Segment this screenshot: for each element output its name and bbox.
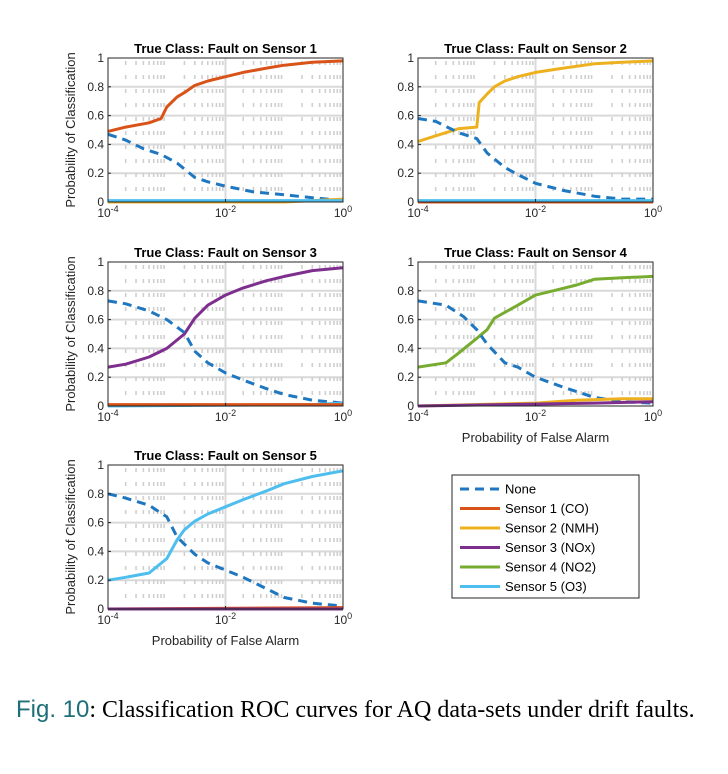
- legend-item: Sensor 4 (NO2): [460, 560, 596, 575]
- series-line: [107, 266, 344, 369]
- x-tick-label: 10-4: [407, 408, 428, 424]
- y-tick-label: 0.2: [87, 370, 104, 384]
- series-line: [417, 400, 654, 408]
- y-tick-label: 0.4: [397, 137, 414, 151]
- x-tick-label: 10-2: [525, 204, 546, 220]
- legend-item: Sensor 3 (NOx): [460, 540, 595, 555]
- y-tick-label: 1: [407, 255, 414, 269]
- panel-1: 0 0.2 0.4 0.6 0.8 1 10-4 10-2 100 True Class: Fau…: [63, 41, 352, 220]
- x-tick-label: 10-2: [215, 408, 236, 424]
- y-tick-label: 0.8: [87, 487, 104, 501]
- series-line: [417, 59, 654, 143]
- panel-title: True Class: Fault on Sensor 3: [134, 245, 317, 260]
- x-axis-label: Probability of False Alarm: [152, 633, 299, 648]
- series-line: [417, 117, 653, 201]
- figure-caption: Fig. 10: Classification ROC curves for A…: [16, 695, 716, 725]
- y-tick-label: 0.6: [87, 516, 104, 530]
- series-line: [107, 299, 344, 405]
- y-tick-label: 0.4: [397, 341, 414, 355]
- panel-title: True Class: Fault on Sensor 5: [134, 448, 317, 463]
- x-tick-label: 10-2: [215, 204, 236, 220]
- y-tick-label: 0.4: [87, 341, 104, 355]
- y-tick-label: 0: [97, 399, 104, 413]
- legend-label: Sensor 1 (CO): [505, 501, 589, 516]
- y-tick-label: 0.6: [397, 313, 414, 327]
- caption-label: Fig. 10: [16, 696, 90, 723]
- y-tick-label: 1: [407, 51, 414, 65]
- series-line: [107, 469, 344, 582]
- legend-box: [451, 474, 640, 599]
- y-axis-label: Probability of Classification: [63, 459, 78, 614]
- y-tick-label: 0.4: [87, 137, 104, 151]
- x-tick-label: 100: [644, 408, 662, 424]
- panel-3: 0 0.2 0.4 0.6 0.8 1 10-4 10-2 100 True Class: Fau…: [63, 245, 352, 424]
- legend-label: Sensor 5 (O3): [505, 579, 587, 594]
- legend-label: Sensor 2 (NMH): [505, 521, 599, 536]
- y-tick-label: 0.4: [87, 544, 104, 558]
- y-tick-label: 0.8: [397, 284, 414, 298]
- y-tick-label: 0.8: [87, 80, 104, 94]
- series-line: [417, 274, 654, 369]
- legend-item: None: [460, 482, 536, 497]
- y-tick-label: 0.6: [87, 109, 104, 123]
- x-tick-label: 10-4: [407, 204, 428, 220]
- y-tick-label: 0: [407, 399, 414, 413]
- y-axis-label: Probability of Classification: [63, 256, 78, 411]
- x-tick-label: 10-4: [97, 408, 118, 424]
- x-tick-label: 10-4: [97, 204, 118, 220]
- x-axis-label: Probability of False Alarm: [462, 430, 609, 445]
- y-tick-label: 0.2: [397, 166, 414, 180]
- y-tick-label: 0: [407, 195, 414, 209]
- y-tick-label: 0.8: [87, 284, 104, 298]
- y-tick-label: 0.2: [87, 166, 104, 180]
- x-tick-label: 100: [644, 204, 662, 220]
- y-tick-label: 0.8: [397, 80, 414, 94]
- y-tick-label: 0.6: [397, 109, 414, 123]
- legend: None Sensor 1 (CO) Sensor 2 (NMH) Sensor 3 …: [451, 474, 640, 599]
- legend-label: Sensor 4 (NO2): [505, 560, 596, 575]
- y-axis-label: Probability of Classification: [63, 52, 78, 207]
- x-tick-label: 100: [334, 408, 352, 424]
- panel-title: True Class: Fault on Sensor 4: [444, 245, 628, 260]
- legend-item: Sensor 1 (CO): [460, 501, 589, 516]
- series-line: [107, 59, 344, 133]
- panel-title: True Class: Fault on Sensor 2: [444, 41, 627, 56]
- y-tick-label: 1: [97, 51, 104, 65]
- panel-4: 0 0.2 0.4 0.6 0.8 1 10-4 10-2 100 True Class: Fau…: [397, 245, 662, 445]
- y-tick-label: 1: [97, 255, 104, 269]
- legend-label: None: [505, 482, 536, 497]
- series-line: [107, 132, 344, 203]
- series-line: [107, 492, 344, 608]
- y-tick-label: 0: [97, 602, 104, 616]
- y-tick-label: 0.2: [397, 370, 414, 384]
- y-tick-label: 0.2: [87, 573, 104, 587]
- panel-5: 0 0.2 0.4 0.6 0.8 1 10-4 10-2 100 True Class: Fau…: [63, 448, 352, 648]
- y-tick-label: 0: [97, 195, 104, 209]
- x-tick-label: 10-4: [97, 611, 118, 627]
- x-tick-label: 10-2: [525, 408, 546, 424]
- x-tick-label: 100: [334, 204, 352, 220]
- panel-title: True Class: Fault on Sensor 1: [134, 41, 317, 56]
- x-tick-label: 100: [334, 611, 352, 627]
- panel-2: 0 0.2 0.4 0.6 0.8 1 10-4 10-2 100 True Class: Fau…: [397, 41, 662, 220]
- y-tick-label: 0.6: [87, 313, 104, 327]
- x-tick-label: 10-2: [215, 611, 236, 627]
- legend-label: Sensor 3 (NOx): [505, 540, 595, 555]
- caption-text: : Classification ROC curves for AQ data-…: [89, 697, 695, 723]
- y-tick-label: 1: [97, 458, 104, 472]
- legend-item: Sensor 2 (NMH): [460, 521, 599, 536]
- legend-item: Sensor 5 (O3): [460, 579, 587, 594]
